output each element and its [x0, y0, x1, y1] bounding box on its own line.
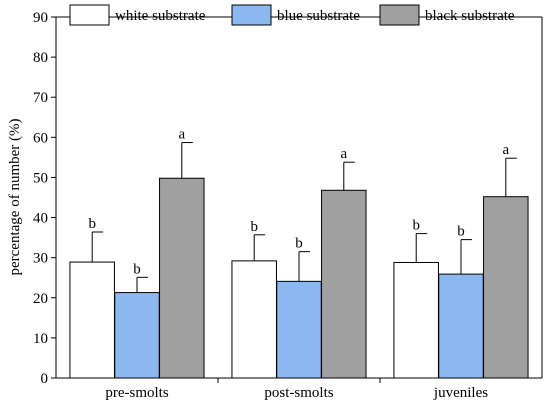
- bar: [321, 189, 367, 379]
- significance-label: a: [340, 146, 347, 162]
- bar: [69, 261, 115, 379]
- y-tick-label: 60: [33, 130, 48, 146]
- legend-swatch: [231, 4, 272, 26]
- significance-label: b: [457, 224, 465, 240]
- y-tick-label: 0: [41, 371, 49, 387]
- significance-label: a: [178, 127, 185, 143]
- bar: [114, 292, 160, 379]
- x-tick-label: pre-smolts: [105, 385, 168, 401]
- significance-label: a: [502, 142, 509, 158]
- y-tick-label: 30: [33, 251, 48, 267]
- bar: [159, 177, 205, 379]
- legend-swatch: [69, 4, 110, 26]
- legend-swatch: [379, 4, 420, 26]
- legend-label: black substrate: [425, 8, 515, 24]
- y-tick-label: 70: [33, 90, 48, 106]
- y-tick-label: 80: [33, 50, 48, 66]
- x-tick-label: post-smolts: [264, 385, 333, 401]
- y-tick-label: 10: [33, 331, 48, 347]
- bar: [483, 196, 529, 379]
- significance-label: b: [133, 261, 141, 277]
- y-tick-label: 90: [33, 10, 48, 26]
- significance-label: b: [88, 216, 96, 232]
- bar: [231, 260, 277, 379]
- bar: [276, 280, 322, 379]
- y-tick-label: 50: [33, 170, 48, 186]
- bar: [393, 261, 439, 379]
- x-tick-label: juveniles: [433, 385, 488, 401]
- bar: [438, 273, 484, 379]
- legend-label: blue substrate: [277, 8, 360, 24]
- legend-label: white substrate: [115, 8, 206, 24]
- y-tick-label: 20: [33, 291, 48, 307]
- y-axis-label: percentage of number (%): [7, 118, 23, 275]
- y-tick-label: 40: [33, 211, 48, 227]
- significance-label: b: [412, 218, 420, 234]
- significance-label: b: [250, 219, 258, 235]
- significance-label: b: [295, 236, 303, 252]
